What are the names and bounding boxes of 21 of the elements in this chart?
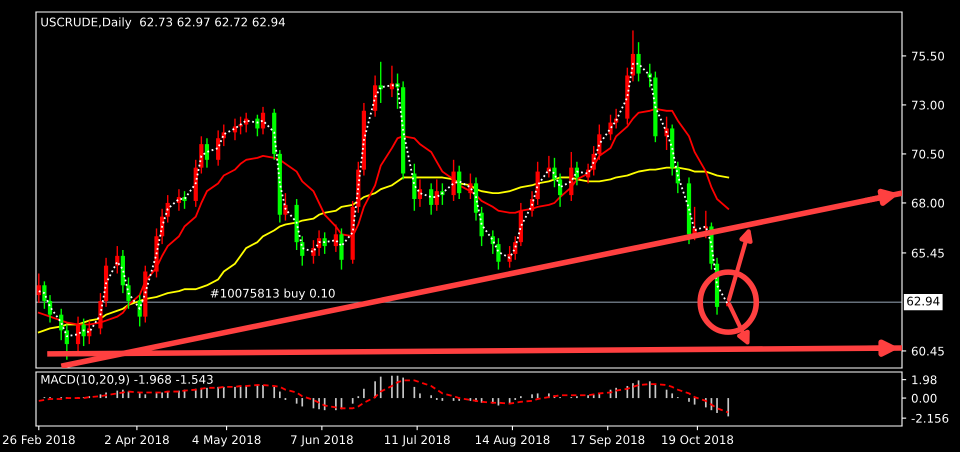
- y-tick-label: 75.50: [912, 52, 944, 61]
- y-tick-label: 60.45: [912, 346, 944, 356]
- annotation: #10075813 buy 0.10: [210, 288, 335, 300]
- y-tick-label: -2.156: [912, 414, 948, 423]
- x-tick-label: 7 Jun 2018: [291, 435, 353, 446]
- chart-title: USCRUDE,Daily 62.73 62.97 62.72 62.94: [41, 17, 286, 29]
- ref-line-label: 62.94: [907, 296, 940, 306]
- x-tick-label: 26 Feb 2018: [2, 435, 75, 444]
- y-tick-label: 68.00: [912, 198, 944, 208]
- y-tick-label: 0.00: [912, 394, 937, 403]
- x-tick-label: 19 Oct 2018: [662, 435, 734, 444]
- x-tick-label: 2 Apr 2018: [105, 435, 169, 446]
- y-tick-label: 70.50: [912, 150, 944, 159]
- y-tick-label: 65.45: [912, 248, 944, 258]
- chart-title: MACD(10,20,9) -1.968 -1.543: [41, 374, 213, 386]
- y-tick-label: 73.00: [912, 100, 944, 110]
- x-tick-label: 14 Aug 2018: [476, 435, 550, 446]
- x-tick-label: 17 Sep 2018: [572, 435, 644, 446]
- x-tick-label: 11 Jul 2018: [385, 435, 450, 446]
- x-tick-label: 4 May 2018: [192, 435, 260, 446]
- y-tick-label: 1.98: [912, 375, 937, 384]
